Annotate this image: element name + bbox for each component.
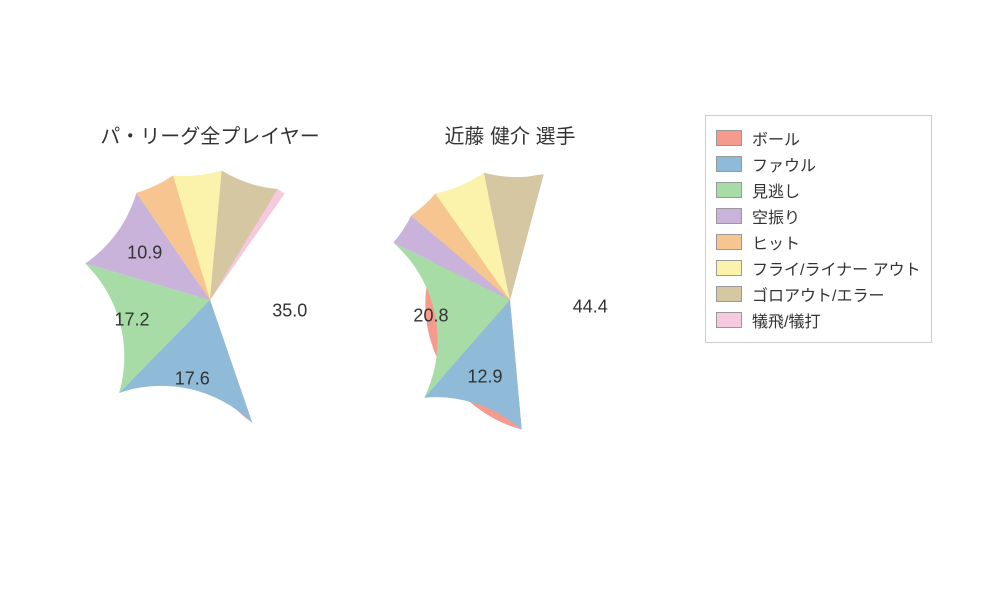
legend-item-swing_miss: 空振り (716, 204, 921, 228)
legend-label-look: 見逃し (752, 178, 800, 202)
legend-item-hit: ヒット (716, 230, 921, 254)
legend-item-fly_out: フライ/ライナー アウト (716, 256, 921, 280)
slice-label-player-look: 20.8 (413, 305, 448, 326)
slice-label-player-foul: 12.9 (467, 366, 502, 387)
legend: ボールファウル見逃し空振りヒットフライ/ライナー アウトゴロアウト/エラー犠飛/… (705, 115, 932, 343)
legend-label-fly_out: フライ/ライナー アウト (752, 256, 921, 280)
legend-swatch-look (716, 182, 742, 198)
legend-swatch-ball (716, 130, 742, 146)
legend-swatch-fly_out (716, 260, 742, 276)
chart-title-player: 近藤 健介 選手 (360, 120, 660, 149)
legend-swatch-swing_miss (716, 208, 742, 224)
legend-item-ball: ボール (716, 126, 921, 150)
chart-title-league: パ・リーグ全プレイヤー (60, 120, 360, 149)
legend-label-ground_out: ゴロアウト/エラー (752, 282, 884, 306)
slice-label-player-ball: 44.4 (573, 296, 608, 317)
legend-label-hit: ヒット (752, 230, 800, 254)
legend-swatch-ground_out (716, 286, 742, 302)
legend-item-foul: ファウル (716, 152, 921, 176)
legend-item-sac: 犠飛/犠打 (716, 308, 921, 332)
legend-label-ball: ボール (752, 126, 800, 150)
legend-item-ground_out: ゴロアウト/エラー (716, 282, 921, 306)
slice-label-league-ball: 35.0 (272, 301, 307, 322)
pie-slice-league-ground_out (210, 171, 278, 300)
chart-stage: パ・リーグ全プレイヤー 35.0 17.6 17.2 10.9 近藤 健介 選手 44.4 1… (0, 0, 1000, 600)
legend-label-foul: ファウル (752, 152, 816, 176)
legend-swatch-sac (716, 312, 742, 328)
slice-label-league-swing_miss: 10.9 (127, 242, 162, 263)
legend-swatch-hit (716, 234, 742, 250)
slice-label-league-foul: 17.6 (175, 368, 210, 389)
legend-label-sac: 犠飛/犠打 (752, 308, 820, 332)
legend-label-swing_miss: 空振り (752, 204, 800, 228)
legend-swatch-foul (716, 156, 742, 172)
legend-item-look: 見逃し (716, 178, 921, 202)
slice-label-league-look: 17.2 (114, 310, 149, 331)
